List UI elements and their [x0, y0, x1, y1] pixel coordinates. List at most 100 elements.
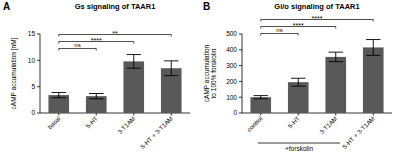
x-label-line: [258, 143, 340, 144]
y-tick-label: 5: [31, 83, 35, 90]
x-tick: [133, 113, 134, 116]
panel-label: B: [203, 1, 210, 12]
y-tick-label: 200: [226, 78, 237, 85]
x-tick: [171, 113, 172, 116]
error-stem: [171, 61, 172, 76]
error-cap: [89, 98, 103, 99]
y-axis-label: cAMP accumulation: [203, 44, 210, 102]
error-bar: [291, 78, 305, 86]
error-cap: [127, 68, 141, 69]
error-cap: [52, 92, 66, 93]
error-bar: [329, 52, 343, 61]
error-stem: [58, 92, 59, 97]
x-tick-label: 5-HT + 3-T1AM: [341, 115, 376, 150]
y-tick-label: 15: [28, 30, 36, 37]
bracket-line: [59, 49, 97, 51]
error-bar: [366, 40, 380, 56]
y-tick: [37, 113, 40, 114]
bar: [363, 47, 384, 113]
y-tick-label: 500: [226, 30, 237, 37]
x-tick: [260, 113, 261, 116]
significance-bracket: **: [59, 30, 172, 37]
x-tick-label: basal: [46, 115, 61, 130]
bar: [86, 96, 107, 113]
error-bar: [127, 55, 141, 69]
marks: [250, 40, 383, 113]
significance-label: ns: [276, 27, 282, 33]
y-tick: [239, 34, 242, 35]
error-stem: [133, 55, 134, 69]
error-cap: [366, 39, 380, 40]
significance-bracket: ****: [261, 15, 374, 22]
y-axis-label: cAMP accumulation [nM]: [10, 37, 18, 109]
error-stem: [373, 40, 374, 56]
significance-label: **: [112, 30, 118, 37]
error-cap: [366, 55, 380, 56]
panel-label: A: [3, 1, 10, 12]
error-cap: [254, 95, 268, 96]
y-axis: [242, 34, 243, 113]
error-cap: [254, 98, 268, 99]
panel: B Gi/o signaling of TAAR1 0 100 200 300 400 500…: [203, 1, 393, 152]
y-tick-label: 400: [226, 46, 237, 53]
error-cap: [291, 86, 305, 87]
error-cap: [52, 97, 66, 98]
error-bar: [89, 94, 103, 99]
error-cap: [329, 52, 343, 53]
y-tick: [239, 49, 242, 50]
error-stem: [335, 52, 336, 61]
bar: [288, 82, 309, 113]
y-tick: [37, 34, 40, 35]
bracket-line: [261, 34, 299, 36]
title: Gs signaling of TAAR1: [75, 2, 156, 11]
x-tick-label: 5-HT: [84, 115, 99, 130]
bar: [123, 61, 144, 113]
x-tick-label: control: [245, 115, 263, 133]
marks: [48, 55, 181, 113]
error-stem: [298, 78, 299, 86]
bar: [325, 57, 346, 113]
bar: [48, 95, 69, 113]
figure: A Gs signaling of TAAR1 0 5 10 15 cAMP accumul…: [0, 0, 400, 154]
significance-label: ns: [74, 42, 80, 48]
y-tick-label: 100: [226, 94, 237, 101]
y-tick: [239, 81, 242, 82]
y-tick-label: 300: [226, 62, 237, 69]
y-axis-label: to 100% forskolin: [210, 48, 217, 98]
y-tick: [239, 65, 242, 66]
significance-label: ****: [91, 37, 102, 44]
significance-label: ****: [312, 15, 323, 22]
y-tick: [239, 113, 242, 114]
y-tick-label: 10: [28, 57, 36, 64]
x-tick: [96, 113, 97, 116]
x-tick: [58, 113, 59, 116]
error-cap: [127, 54, 141, 55]
error-bar: [164, 61, 178, 76]
significance-bracket: ****: [59, 37, 134, 44]
significance-label: ****: [293, 22, 304, 29]
y-tick-label: 0: [233, 109, 237, 116]
x-tick: [335, 113, 336, 116]
y-tick: [37, 60, 40, 61]
error-cap: [329, 61, 343, 62]
error-bar: [52, 92, 66, 97]
error-cap: [291, 78, 305, 79]
error-stem: [96, 94, 97, 99]
bar: [250, 97, 271, 113]
x-tick-label: 5-HT + 3-T1AM: [139, 115, 174, 150]
panel: AGs signaling of TAAR1051015cAMP accumul…: [3, 1, 190, 150]
error-bar: [254, 96, 268, 99]
x-tick: [373, 113, 374, 116]
title: Gi/o signaling of TAAR1: [274, 2, 359, 11]
x-tick-label: 5-HT: [286, 115, 301, 130]
x-tick-label: 3-T1AM: [116, 115, 137, 136]
significance-bracket: ****: [261, 22, 336, 29]
y-tick: [239, 97, 242, 98]
error-cap: [89, 93, 103, 94]
error-cap: [164, 75, 178, 76]
y-axis: [40, 34, 41, 113]
error-stem: [260, 96, 261, 99]
x-axis-label: +forskolin: [285, 145, 313, 152]
x-tick: [298, 113, 299, 116]
y-tick: [37, 86, 40, 87]
